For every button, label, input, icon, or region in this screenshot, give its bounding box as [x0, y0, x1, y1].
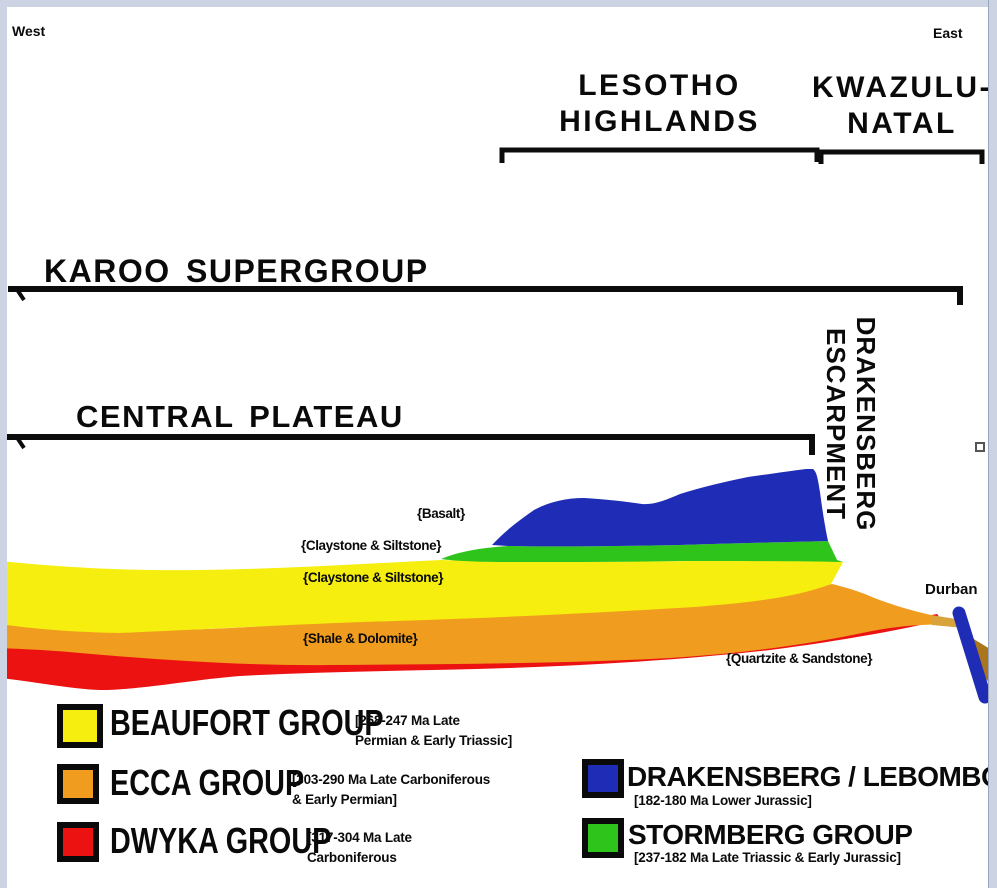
kwazulu-natal-bracket — [818, 149, 985, 164]
page-margin-left — [0, 0, 7, 888]
stormberg-legend-detail: [237-182 Ma Late Triassic & Early Jurass… — [634, 850, 901, 865]
beaufort-legend-title: BEAUFORT GROUP — [110, 702, 384, 743]
stormberg-group-layer — [441, 541, 843, 562]
quartzite-sandstone-annotation: {Quartzite & Sandstone} — [726, 651, 873, 666]
kwazulu-natal-title: KWAZULU- NATAL — [812, 71, 992, 140]
drakensberg-escarpment-heading: DRAKENSBERG ESCARPMENT — [821, 316, 881, 532]
ecca-tail-wedge — [931, 615, 964, 628]
karoo-extent-tick-left — [16, 289, 26, 302]
page-margin-right — [988, 0, 997, 888]
drakensberg-legend-detail: [182-180 Ma Lower Jurassic] — [634, 793, 812, 808]
stormberg-legend-swatch — [582, 818, 624, 858]
dwyka-group-layer — [0, 614, 940, 690]
ecca-legend-title: ECCA GROUP — [110, 762, 305, 803]
lesotho-highlands-title: LESOTHO HIGHLANDS — [559, 69, 760, 138]
durban-label: Durban — [925, 581, 978, 598]
claystone-siltstone-lower-annotation: {Claystone & Siltstone} — [303, 570, 444, 585]
image-resize-handle[interactable] — [975, 442, 985, 452]
beaufort-group-layer — [0, 560, 843, 633]
ecca-legend-swatch — [57, 764, 99, 804]
stormberg-legend-title: STORMBERG GROUP — [628, 819, 913, 850]
dwyka-legend-title: DWYKA GROUP — [110, 820, 332, 861]
drakensberg-legend-swatch — [582, 759, 624, 798]
claystone-siltstone-upper-annotation: {Claystone & Siltstone} — [301, 538, 442, 553]
compass-east-label: East — [933, 25, 963, 41]
basalt-annotation: {Basalt} — [417, 506, 465, 521]
drakensberg-basalt-cap — [492, 469, 828, 547]
lebombo-dike — [952, 606, 992, 704]
compass-west-label: West — [12, 23, 46, 39]
shale-dolomite-annotation: {Shale & Dolomite} — [303, 631, 418, 646]
beaufort-legend-swatch — [57, 704, 103, 748]
beaufort-legend-detail: [268-247 Ma Late Permian & Early Triassi… — [355, 713, 513, 748]
ecca-legend-detail: [303-290 Ma Late Carboniferous & Early P… — [292, 772, 491, 807]
central-plateau-heading: CENTRAL PLATEAU — [76, 399, 404, 434]
central-plateau-tick-left — [16, 437, 26, 450]
dwyka-legend-detail: [317-304 Ma Late Carboniferous — [307, 830, 412, 865]
drakensberg-legend-title: DRAKENSBERG / LEBOMBO — [627, 761, 997, 792]
page-margin-top — [0, 0, 997, 7]
lesotho-highlands-bracket — [499, 147, 820, 163]
dwyka-legend-swatch — [57, 822, 99, 862]
karoo-supergroup-heading: KAROO SUPERGROUP — [44, 253, 429, 289]
